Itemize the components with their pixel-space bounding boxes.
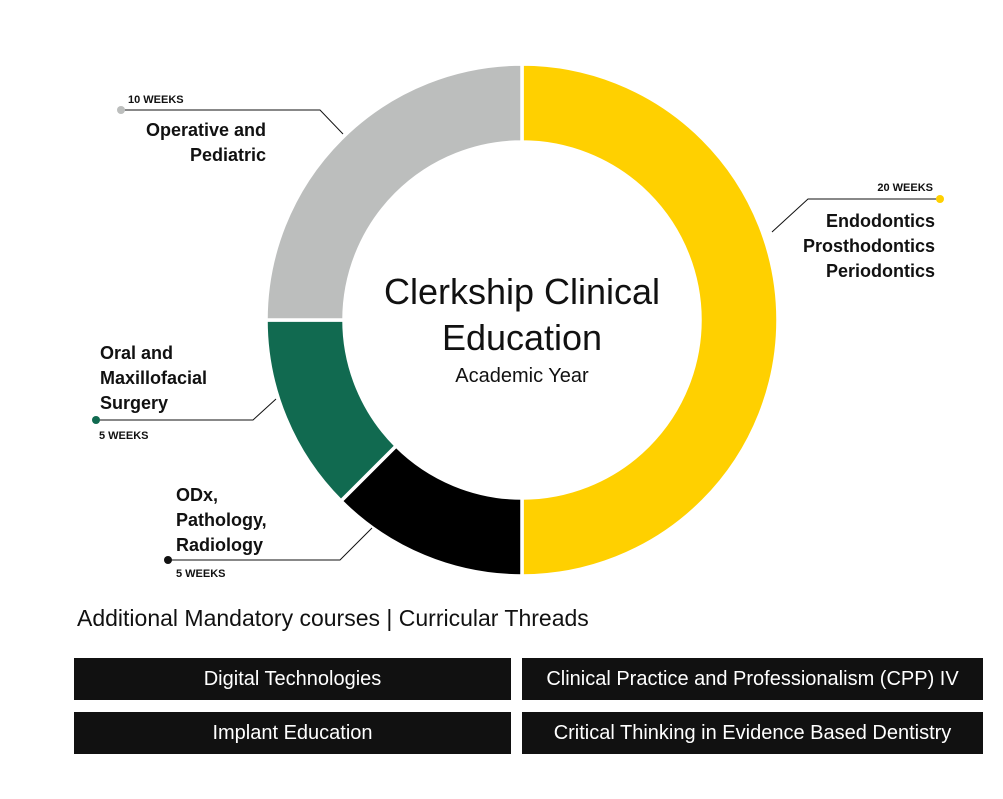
callout-line-operative-pediatric	[121, 109, 344, 135]
slice-label-odx-pathology-radiology-line-2: Pathology,	[176, 510, 267, 530]
slice-label-odx-pathology-radiology-line-1: ODx,	[176, 485, 218, 505]
slice-label-operative-pediatric-line-2: Pediatric	[190, 145, 266, 165]
chart-title-line-1: Clerkship Clinical	[384, 271, 660, 312]
slice-endo-prostho-perio	[520, 62, 780, 578]
slice-label-endo-prostho-perio-line-3: Periodontics	[826, 261, 935, 281]
course-clinical-practice-professionalism: Clinical Practice and Professionalism (C…	[522, 658, 983, 700]
callout-line-oral-maxillofacial-surgery	[96, 398, 277, 421]
course-critical-thinking: Critical Thinking in Evidence Based Dent…	[522, 712, 983, 754]
slice-label-oral-maxillofacial-surgery-line-2: Maxillofacial	[100, 368, 207, 388]
additional-courses-heading: Additional Mandatory courses | Curricula…	[77, 605, 589, 631]
callout-dot-operative-pediatric	[117, 106, 125, 114]
weeks-label-operative-pediatric: 10 WEEKS	[128, 94, 184, 106]
callout-dot-oral-maxillofacial-surgery	[92, 416, 100, 424]
weeks-label-oral-maxillofacial-surgery: 5 WEEKS	[99, 430, 149, 442]
donut-chart: Clerkship Clinical Education Academic Year…	[92, 62, 944, 580]
slice-label-oral-maxillofacial-surgery-line-1: Oral and	[100, 343, 173, 363]
slice-label-odx-pathology-radiology-line-3: Radiology	[176, 535, 263, 555]
slice-label-endo-prostho-perio-line-2: Prosthodontics	[803, 236, 935, 256]
weeks-label-endo-prostho-perio: 20 WEEKS	[877, 182, 933, 194]
slice-label-oral-maxillofacial-surgery-line-3: Surgery	[100, 393, 168, 413]
course-digital-technologies: Digital Technologies	[74, 658, 511, 700]
weeks-label-odx-pathology-radiology: 5 WEEKS	[176, 568, 226, 580]
slice-label-operative-pediatric-line-1: Operative and	[146, 120, 266, 140]
slice-label-endo-prostho-perio-line-1: Endodontics	[826, 211, 935, 231]
slice-operative-pediatric	[264, 62, 524, 322]
chart-subtitle: Academic Year	[455, 365, 589, 387]
callout-line-odx-pathology-radiology	[168, 527, 373, 561]
callout-dot-odx-pathology-radiology	[164, 556, 172, 564]
course-implant-education: Implant Education	[74, 712, 511, 754]
chart-title-line-2: Education	[442, 317, 602, 358]
callout-dot-endo-prostho-perio	[936, 195, 944, 203]
callout-line-endo-prostho-perio	[771, 198, 938, 233]
